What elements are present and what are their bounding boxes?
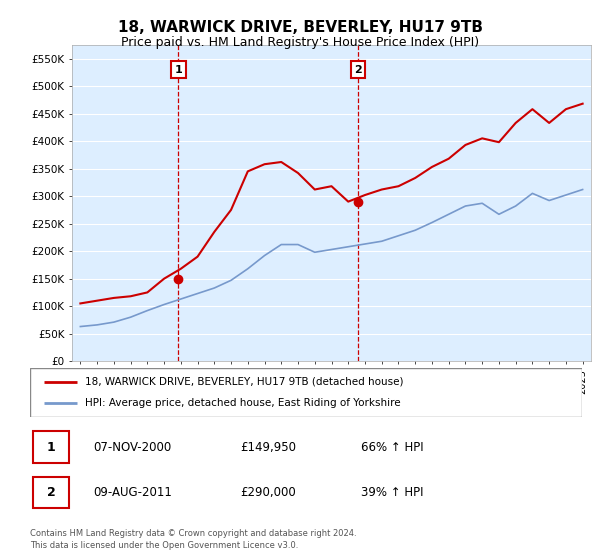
Text: HPI: Average price, detached house, East Riding of Yorkshire: HPI: Average price, detached house, East… [85, 398, 401, 408]
Text: 1: 1 [175, 64, 182, 74]
Text: 2: 2 [355, 64, 362, 74]
Text: 39% ↑ HPI: 39% ↑ HPI [361, 486, 424, 499]
Text: £290,000: £290,000 [240, 486, 296, 499]
Text: £149,950: £149,950 [240, 441, 296, 454]
Text: 09-AUG-2011: 09-AUG-2011 [94, 486, 172, 499]
FancyBboxPatch shape [30, 368, 582, 417]
FancyBboxPatch shape [33, 477, 68, 508]
Text: 66% ↑ HPI: 66% ↑ HPI [361, 441, 424, 454]
Text: 07-NOV-2000: 07-NOV-2000 [94, 441, 172, 454]
Text: Contains HM Land Registry data © Crown copyright and database right 2024.
This d: Contains HM Land Registry data © Crown c… [30, 529, 356, 550]
FancyBboxPatch shape [33, 432, 68, 463]
Text: 1: 1 [47, 441, 55, 454]
Text: Price paid vs. HM Land Registry's House Price Index (HPI): Price paid vs. HM Land Registry's House … [121, 36, 479, 49]
Text: 2: 2 [47, 486, 55, 499]
Text: 18, WARWICK DRIVE, BEVERLEY, HU17 9TB (detached house): 18, WARWICK DRIVE, BEVERLEY, HU17 9TB (d… [85, 377, 404, 387]
Text: 18, WARWICK DRIVE, BEVERLEY, HU17 9TB: 18, WARWICK DRIVE, BEVERLEY, HU17 9TB [118, 20, 482, 35]
